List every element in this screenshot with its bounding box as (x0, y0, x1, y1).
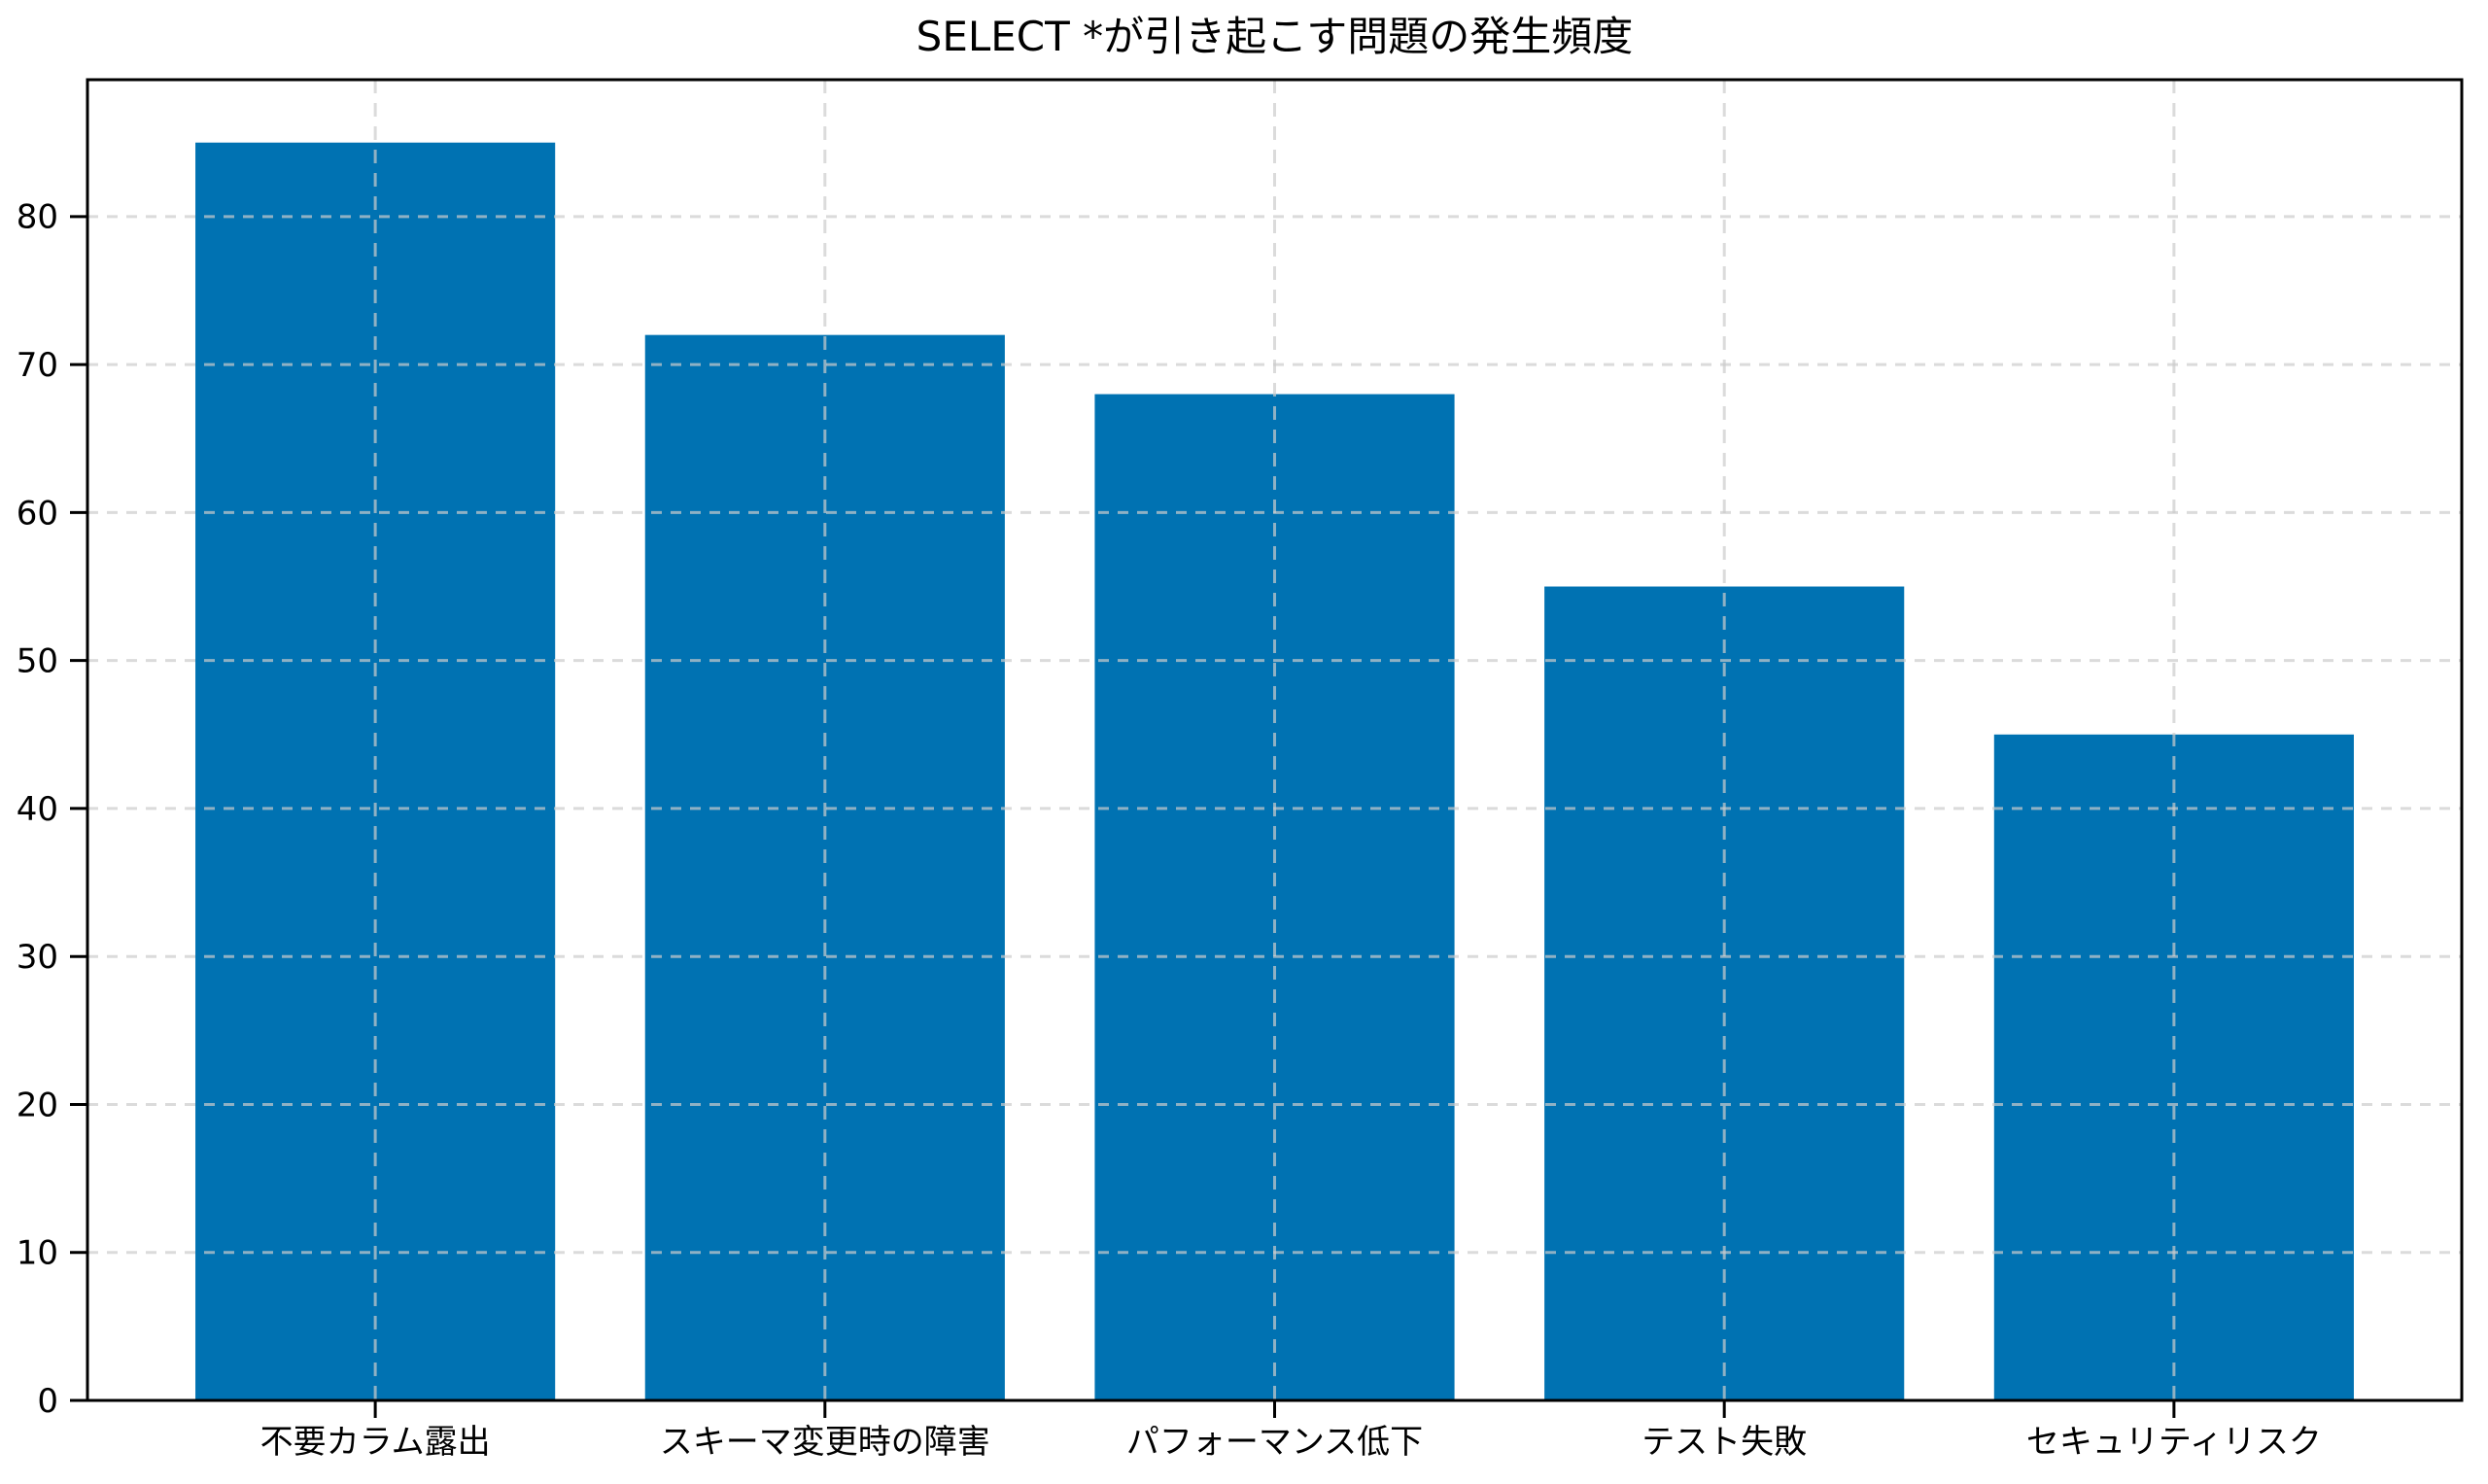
y-tick-label: 80 (17, 198, 58, 237)
bar-1 (644, 334, 1005, 1401)
x-tick-label-0: 不要カラム露出 (260, 1423, 491, 1462)
y-tick-label: 30 (17, 938, 58, 977)
x-tick-label-2: パフォーマンス低下 (1126, 1423, 1423, 1462)
y-tick-label: 70 (17, 346, 58, 385)
x-tick-label-3: テスト失敗 (1641, 1423, 1807, 1462)
y-tick-label: 20 (17, 1086, 58, 1124)
y-tick-label: 10 (17, 1234, 58, 1273)
x-tick-label-1: スキーマ変更時の障害 (660, 1423, 990, 1462)
x-tick-label-4: セキュリティリスク (2026, 1423, 2322, 1462)
y-tick-label: 50 (17, 642, 58, 681)
y-tick-label: 0 (37, 1382, 58, 1421)
y-tick-label: 60 (17, 494, 58, 533)
y-tick-label: 40 (17, 790, 58, 829)
bar-0 (195, 142, 556, 1401)
chart-title: SELECT *が引き起こす問題の発生頻度 (916, 13, 1634, 60)
